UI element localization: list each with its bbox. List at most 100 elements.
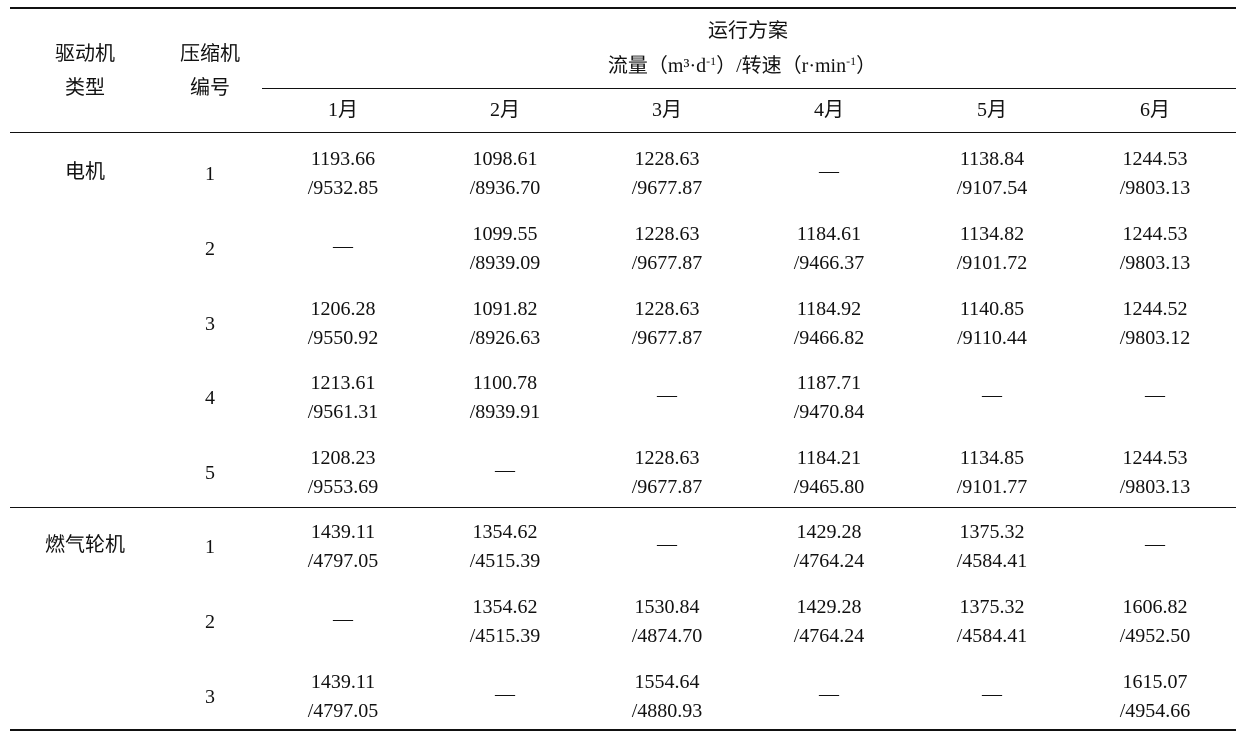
empty-cell-dash: — bbox=[657, 384, 677, 407]
compressor-id: 4 bbox=[205, 387, 215, 410]
month-header: 4月 bbox=[814, 99, 844, 121]
flow-value: 1244.52 bbox=[1122, 297, 1188, 320]
speed-value: /9107.54 bbox=[956, 177, 1028, 200]
header-compressor-no: 压缩机 编号 bbox=[180, 43, 240, 99]
flow-value: 1228.63 bbox=[634, 446, 700, 469]
empty-cell-dash: — bbox=[819, 160, 839, 183]
flow-value: 1244.53 bbox=[1122, 222, 1188, 245]
table-cell: 1140.85/9110.44 bbox=[957, 295, 1027, 353]
speed-value: /9466.37 bbox=[793, 251, 865, 274]
table-cell: 1091.82/8926.63 bbox=[470, 295, 541, 353]
flow-value: 1099.55 bbox=[472, 222, 538, 245]
table-cell: 1184.21/9465.80 bbox=[794, 444, 865, 502]
flow-value: 1213.61 bbox=[310, 372, 376, 395]
table-cell: 1213.61/9561.31 bbox=[308, 369, 379, 427]
compressor-id: 1 bbox=[205, 536, 215, 559]
speed-value: /4584.41 bbox=[956, 624, 1028, 647]
speed-value: /9470.84 bbox=[793, 401, 865, 424]
speed-value: /8936.70 bbox=[469, 177, 541, 200]
table-cell: 1244.53/9803.13 bbox=[1120, 145, 1191, 203]
speed-value: /9101.72 bbox=[956, 251, 1028, 274]
compressor-id: 2 bbox=[205, 237, 215, 260]
speed-value: /9803.13 bbox=[1119, 475, 1191, 498]
speed-value: /9677.87 bbox=[631, 326, 703, 349]
driver-type-label: 燃气轮机 bbox=[45, 534, 125, 557]
flow-value: 1439.11 bbox=[310, 521, 376, 544]
flow-value: 1244.53 bbox=[1122, 446, 1188, 469]
flow-value: 1228.63 bbox=[634, 297, 700, 320]
table-cell: 1244.53/9803.13 bbox=[1120, 444, 1191, 502]
speed-value: /4880.93 bbox=[631, 699, 703, 722]
table-cell: 1138.84/9107.54 bbox=[957, 145, 1028, 203]
compressor-id: 3 bbox=[205, 685, 215, 708]
table-cell: 1206.28/9550.92 bbox=[308, 295, 379, 353]
table-cell: 1134.82/9101.72 bbox=[957, 220, 1028, 278]
flow-value: 1134.82 bbox=[959, 222, 1025, 245]
speed-value: /4515.39 bbox=[469, 624, 541, 647]
empty-cell-dash: — bbox=[657, 533, 677, 556]
flow-value: 1530.84 bbox=[634, 595, 700, 618]
compressor-id: 2 bbox=[205, 610, 215, 633]
table-cell: 1429.28/4764.24 bbox=[794, 518, 865, 576]
table-cell: 1099.55/8939.09 bbox=[470, 220, 541, 278]
month-header: 5月 bbox=[977, 99, 1007, 121]
speed-value: /9466.82 bbox=[793, 326, 865, 349]
speed-value: /8939.91 bbox=[469, 401, 541, 424]
table-cell: 1606.82/4952.50 bbox=[1120, 593, 1191, 651]
flow-value: 1354.62 bbox=[472, 521, 538, 544]
flow-value: 1615.07 bbox=[1122, 670, 1188, 693]
flow-value: 1606.82 bbox=[1122, 595, 1188, 618]
flow-value: 1187.71 bbox=[796, 372, 862, 395]
flow-value: 1354.62 bbox=[472, 595, 538, 618]
table-cell: 1228.63/9677.87 bbox=[632, 295, 703, 353]
speed-value: /9101.77 bbox=[956, 475, 1028, 498]
speed-value: /4797.05 bbox=[307, 699, 379, 722]
flow-value: 1091.82 bbox=[472, 297, 538, 320]
table-cell: 1228.63/9677.87 bbox=[632, 145, 703, 203]
speed-value: /4515.39 bbox=[469, 550, 541, 573]
empty-cell-dash: — bbox=[1145, 384, 1165, 407]
table-cell: 1228.63/9677.87 bbox=[632, 220, 703, 278]
speed-value: /4584.41 bbox=[956, 550, 1028, 573]
speed-value: /9110.44 bbox=[957, 326, 1027, 349]
table-cell: 1375.32/4584.41 bbox=[957, 518, 1028, 576]
speed-value: /4874.70 bbox=[631, 624, 703, 647]
speed-value: /4764.24 bbox=[793, 550, 865, 573]
speed-value: /9532.85 bbox=[307, 177, 379, 200]
driver-type-label: 电机 bbox=[65, 161, 105, 184]
flow-value: 1138.84 bbox=[959, 148, 1025, 171]
table-cell: 1187.71/9470.84 bbox=[794, 369, 865, 427]
flow-value: 1439.11 bbox=[310, 670, 376, 693]
table-cell: 1554.64/4880.93 bbox=[632, 668, 703, 726]
speed-value: /9677.87 bbox=[631, 177, 703, 200]
speed-value: /9677.87 bbox=[631, 251, 703, 274]
header-driver-type: 驱动机 类型 bbox=[55, 43, 115, 99]
empty-cell-dash: — bbox=[1145, 533, 1165, 556]
bottom-rule bbox=[10, 729, 1236, 731]
flow-value: 1184.92 bbox=[796, 297, 862, 320]
month-header-rule bbox=[262, 88, 1236, 89]
table-cell: 1184.61/9466.37 bbox=[794, 220, 865, 278]
speed-value: /9803.13 bbox=[1119, 177, 1191, 200]
table-cell: 1615.07/4954.66 bbox=[1120, 668, 1191, 726]
empty-cell-dash: — bbox=[819, 682, 839, 705]
flow-value: 1140.85 bbox=[959, 297, 1025, 320]
compressor-id: 5 bbox=[205, 461, 215, 484]
table-cell: 1439.11/4797.05 bbox=[308, 668, 379, 726]
month-header: 2月 bbox=[490, 99, 520, 121]
top-rule bbox=[10, 7, 1236, 9]
speed-value: /9550.92 bbox=[307, 326, 379, 349]
speed-value: /9553.69 bbox=[307, 475, 379, 498]
header-plan-units: 流量（m³·d-1）/转速（r·min-1） bbox=[607, 54, 877, 77]
table-cell: 1208.23/9553.69 bbox=[308, 444, 379, 502]
month-header: 6月 bbox=[1140, 99, 1170, 121]
flow-value: 1206.28 bbox=[310, 297, 376, 320]
speed-value: /4797.05 bbox=[307, 550, 379, 573]
flow-value: 1228.63 bbox=[634, 222, 700, 245]
table-cell: 1193.66/9532.85 bbox=[308, 145, 379, 203]
table-cell: 1439.11/4797.05 bbox=[308, 518, 379, 576]
group-separator-rule bbox=[10, 507, 1236, 508]
speed-value: /9803.13 bbox=[1119, 251, 1191, 274]
empty-cell-dash: — bbox=[333, 234, 353, 257]
speed-value: /4764.24 bbox=[793, 624, 865, 647]
